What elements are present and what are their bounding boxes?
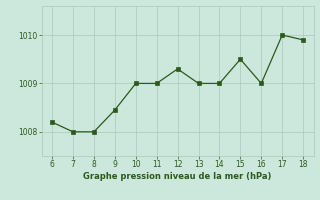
X-axis label: Graphe pression niveau de la mer (hPa): Graphe pression niveau de la mer (hPa)	[84, 172, 272, 181]
